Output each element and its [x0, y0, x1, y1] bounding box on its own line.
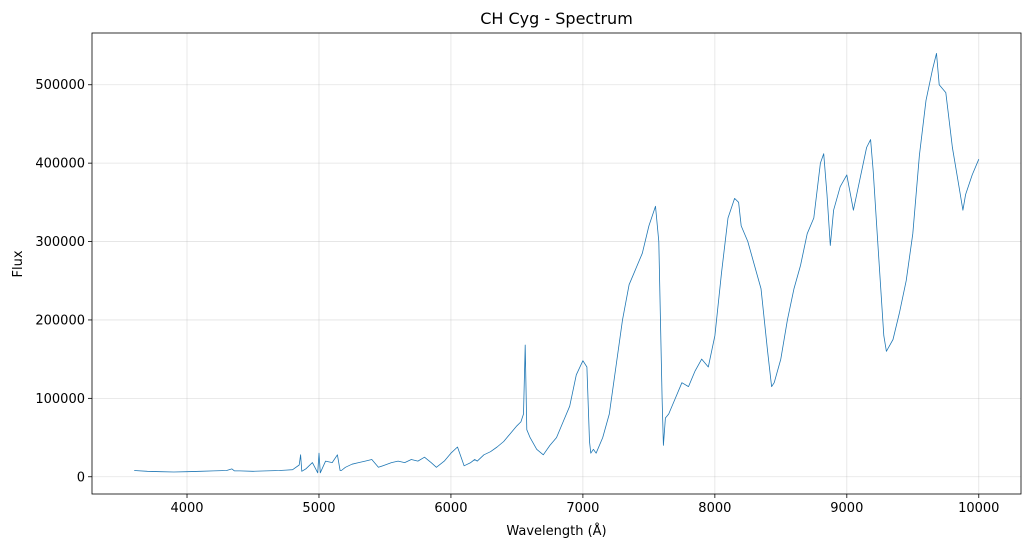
x-tick-label: 10000: [958, 501, 999, 516]
grid: [92, 33, 1021, 494]
x-tick-label: 9000: [830, 501, 863, 516]
x-tick-label: 5000: [302, 501, 335, 516]
y-tick-label: 200000: [35, 313, 85, 328]
y-tick-label: 400000: [35, 157, 85, 172]
x-tick-label: 6000: [434, 501, 467, 516]
plot-frame: [91, 32, 1022, 495]
y-axis-label: Flux: [11, 250, 26, 277]
x-tick-label: 8000: [698, 501, 731, 516]
x-axis: 4000 5000 6000 7000 8000 9000 10000: [170, 494, 999, 516]
spectrum-line: [134, 53, 980, 474]
plot-area: [134, 53, 980, 474]
y-tick-label: 100000: [35, 392, 85, 407]
y-tick-label: 0: [77, 470, 85, 485]
chart-title: CH Cyg - Spectrum: [480, 9, 633, 28]
y-tick-label: 500000: [35, 78, 85, 93]
y-tick-label: 300000: [35, 235, 85, 250]
x-tick-label: 7000: [566, 501, 599, 516]
x-tick-label: 4000: [170, 501, 203, 516]
x-axis-label: Wavelength (Å): [506, 523, 606, 539]
y-axis: 0 100000 200000 300000 400000 500000: [35, 78, 92, 485]
